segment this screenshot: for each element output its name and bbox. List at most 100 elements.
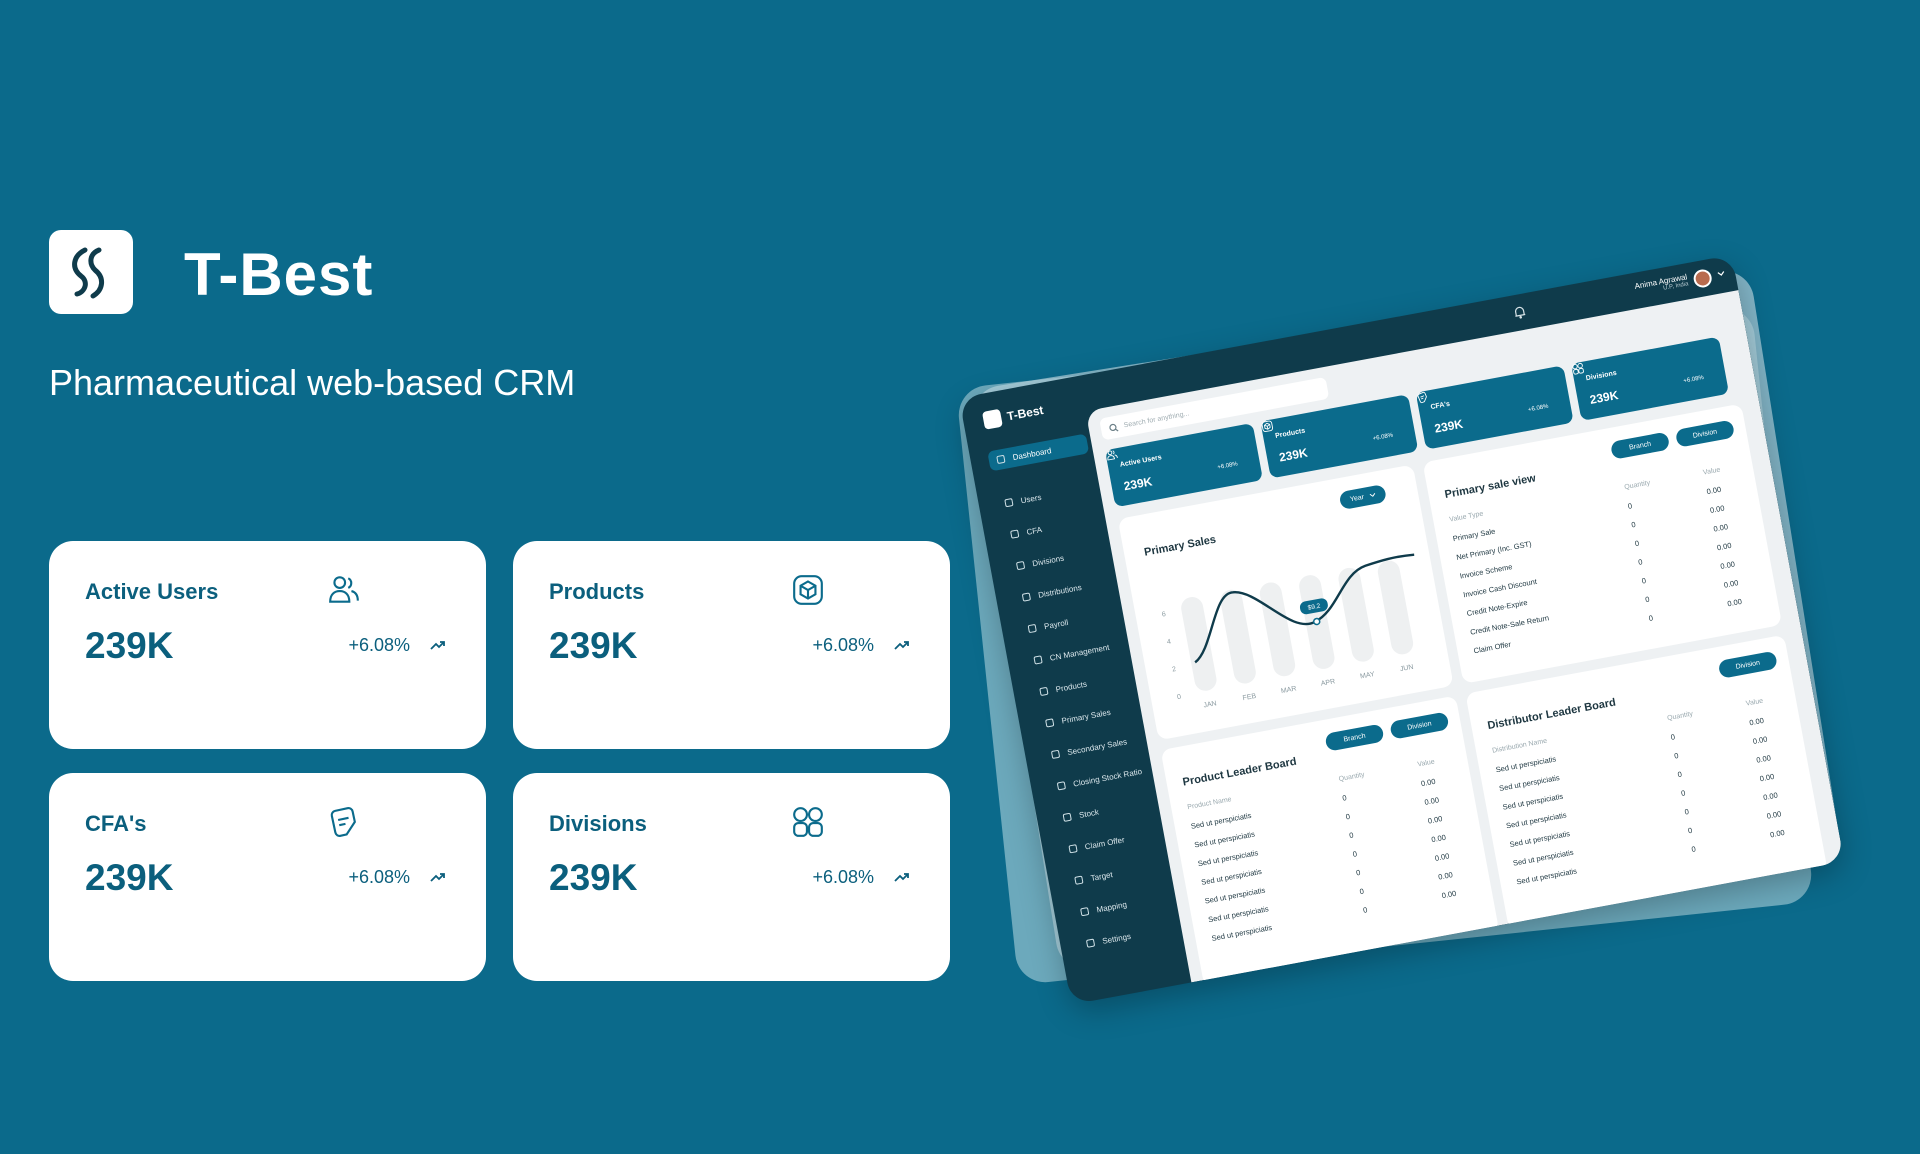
- mini-card-change: +6.08%: [1372, 432, 1394, 443]
- sidebar-item[interactable]: Closing Stock Ratio: [1048, 760, 1150, 798]
- tooltip-box: [1299, 598, 1328, 615]
- sidebar-item[interactable]: Claim Offer: [1059, 823, 1161, 861]
- user[interactable]: Anima Agrawal U.P, India: [1634, 272, 1689, 296]
- mini-stat-card: Active Users 239K +6.08%: [1104, 422, 1264, 508]
- logo-mark: [72, 247, 104, 299]
- dashboard-mockup: T-Best Anima Agrawal U.P, India Search f…: [959, 254, 1845, 1005]
- chevron: [1717, 271, 1725, 276]
- table-cell: 0: [1690, 844, 1697, 854]
- table-cell: Sed ut perspiciatis: [1505, 810, 1568, 831]
- sidebar-label: CN Management: [1049, 642, 1111, 663]
- filter-label: Division: [1406, 719, 1433, 732]
- table-cell: 0.00: [1430, 832, 1447, 845]
- table-cell: 0.00: [1440, 888, 1457, 901]
- filter-button[interactable]: Branch: [1609, 431, 1671, 460]
- filter-button[interactable]: Branch: [1324, 723, 1385, 752]
- filter-label: Division: [1692, 427, 1718, 440]
- table-cell: Sed ut perspiciatis: [1210, 922, 1273, 943]
- mini-logo: [981, 408, 1003, 430]
- panel-title: Product Leader Board: [1181, 755, 1298, 789]
- sidebar-icon: [1010, 529, 1020, 539]
- tagline: Pharmaceutical web-based CRM: [49, 362, 576, 403]
- sidebar-item[interactable]: Dashboard: [987, 433, 1090, 472]
- table-cell: 0.00: [1437, 870, 1454, 882]
- table-cell: 0: [1627, 501, 1633, 511]
- card-label: Divisions: [549, 811, 647, 836]
- sidebar-item[interactable]: Settings: [1077, 917, 1179, 955]
- card-icon: [330, 807, 356, 837]
- sidebar-item[interactable]: CN Management: [1024, 634, 1126, 672]
- table-cell: Sed ut perspiciatis: [1512, 847, 1575, 868]
- table-cell: 0: [1683, 807, 1690, 817]
- sidebar-icon: [1033, 655, 1043, 665]
- column-header: Value: [1745, 697, 1764, 708]
- sidebar-item[interactable]: Users: [995, 477, 1097, 515]
- card-icon: [793, 575, 823, 605]
- panel-title: Primary sale view: [1443, 472, 1537, 501]
- sidebar-label: Products: [1054, 679, 1088, 694]
- column-header: Distribution Name: [1491, 737, 1548, 755]
- table-cell: 0: [1355, 867, 1362, 878]
- sidebar-item[interactable]: Mapping: [1071, 886, 1173, 924]
- column-header: Quantity: [1623, 479, 1651, 492]
- table-cell: 0.00: [1423, 795, 1440, 807]
- sidebar-item[interactable]: CFA: [1001, 508, 1103, 546]
- table-cell: 0.00: [1723, 578, 1740, 590]
- sidebar-label: Stock: [1078, 807, 1100, 820]
- card-value: 239K: [85, 857, 174, 898]
- mini-card-value: 239K: [1588, 387, 1620, 407]
- mini-stat-card: Products 239K +6.08%: [1260, 394, 1419, 479]
- sidebar-label: Primary Sales: [1060, 707, 1112, 726]
- stat-card: CFA's 239K +6.08%: [49, 773, 486, 981]
- mini-card-value: 239K: [1122, 474, 1154, 494]
- search-box[interactable]: Search for anything...: [1099, 376, 1330, 441]
- card-change: +6.08%: [812, 635, 874, 655]
- sidebar-item[interactable]: Divisions: [1007, 540, 1109, 578]
- table-cell: 0.00: [1709, 503, 1726, 515]
- sidebar-item[interactable]: Payroll: [1019, 603, 1121, 641]
- table-cell: 0: [1673, 750, 1680, 761]
- filter-button[interactable]: Division: [1717, 650, 1778, 679]
- tooltip-dot: [1312, 617, 1321, 626]
- chart-column: [1377, 560, 1414, 655]
- trend-icon: [430, 873, 445, 882]
- brand-name: T-Best: [184, 241, 374, 308]
- main-panel: Search for anything... Active Users 239K +…: [1085, 290, 1845, 987]
- table-cell: 0: [1676, 769, 1683, 780]
- sidebar-icon: [1021, 592, 1032, 602]
- table-cell: Credit Note-Expire: [1465, 597, 1529, 618]
- sidebar-item[interactable]: Products: [1030, 666, 1132, 704]
- mini-card-icon: [1572, 362, 1584, 375]
- sidebar-label: Closing Stock Ratio: [1072, 766, 1143, 789]
- sidebar-label: Divisions: [1031, 553, 1065, 568]
- column-header: Value: [1702, 466, 1721, 477]
- filter-button[interactable]: Year: [1338, 484, 1388, 511]
- stat-card: Active Users 239K +6.08%: [49, 541, 486, 749]
- card-icon: [329, 576, 359, 603]
- sidebar-item[interactable]: Stock: [1054, 791, 1156, 829]
- sidebar-item[interactable]: Target: [1065, 854, 1167, 892]
- sidebar-item[interactable]: Primary Sales: [1036, 697, 1138, 735]
- bell-icon[interactable]: [1511, 303, 1528, 321]
- trend-icon: [430, 641, 445, 650]
- column-header: Product Name: [1186, 796, 1233, 812]
- filter-label: Year: [1349, 493, 1365, 503]
- y-tick-label: 6: [1161, 611, 1166, 619]
- filter-button[interactable]: Division: [1389, 711, 1450, 740]
- column-header: Quantity: [1666, 710, 1694, 723]
- card-change: +6.08%: [812, 867, 874, 887]
- card-change: +6.08%: [348, 867, 410, 887]
- sidebar-icon: [1068, 844, 1078, 854]
- sidebar-icon: [1039, 686, 1049, 697]
- sidebar-item[interactable]: Distributions: [1013, 571, 1115, 609]
- mini-card-icon: [1107, 450, 1118, 461]
- mini-card-icon: [1261, 420, 1274, 432]
- sidebar-label: Dashboard: [1011, 445, 1052, 462]
- sidebar-item[interactable]: Secondary Sales: [1042, 729, 1144, 767]
- filter-button[interactable]: Division: [1674, 419, 1736, 448]
- table-cell: 0.00: [1752, 734, 1769, 747]
- table-cell: 0: [1687, 825, 1694, 836]
- mini-card-label: Products: [1274, 427, 1306, 440]
- x-tick-label: MAR: [1281, 685, 1298, 695]
